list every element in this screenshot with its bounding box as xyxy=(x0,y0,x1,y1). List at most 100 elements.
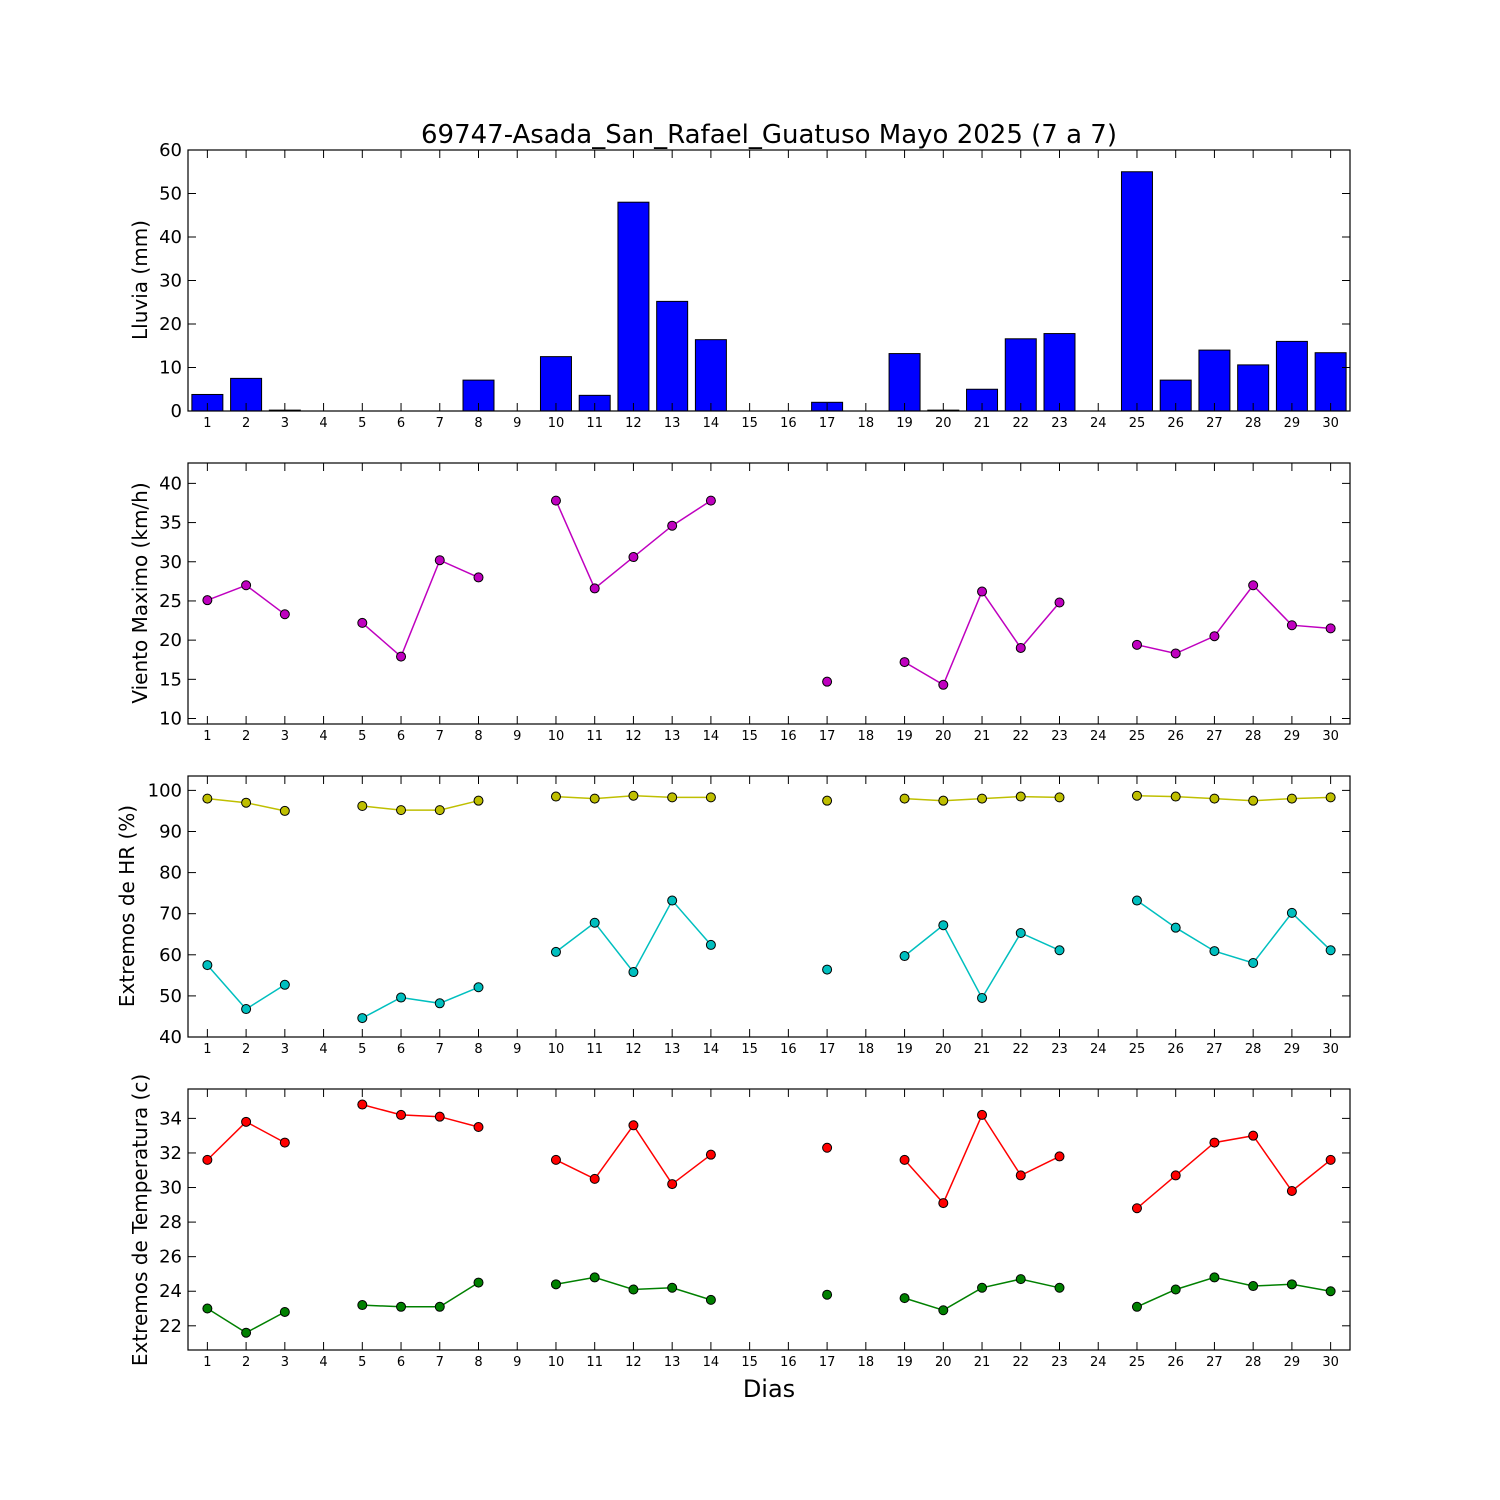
temperature-series-1-point-day-28 xyxy=(1248,1281,1259,1292)
temperature-series-1-point-day-3 xyxy=(279,1306,290,1317)
humidity-xtick-label-23: 23 xyxy=(1051,1042,1068,1057)
temperature-series-0-point-day-22 xyxy=(1015,1170,1026,1181)
temperature-series-0-point-day-7 xyxy=(434,1111,445,1122)
temperature-axes-frame xyxy=(187,1088,1351,1351)
rain-xtick-label-18: 18 xyxy=(858,416,875,431)
humidity-series-1-point-day-3 xyxy=(279,979,290,990)
wind-series-0-point-day-29 xyxy=(1286,620,1297,631)
wind-series-0-point-day-30 xyxy=(1325,623,1336,634)
wind-series-0-point-day-26 xyxy=(1170,648,1181,659)
wind-xtick-label-28: 28 xyxy=(1245,729,1262,744)
temperature-xtick-label-12: 12 xyxy=(625,1355,642,1370)
humidity-series-0-point-day-7 xyxy=(434,805,445,816)
temperature-series-1-point-day-13 xyxy=(667,1282,678,1293)
temperature-series-1-point-day-2 xyxy=(241,1327,252,1338)
humidity-ytick-label-90: 90 xyxy=(159,821,182,842)
wind-series-0-line-1 xyxy=(361,559,479,658)
temperature-series-0-point-day-5 xyxy=(357,1099,368,1110)
humidity-series-1-point-day-20 xyxy=(938,920,949,931)
temperature-xtick-label-15: 15 xyxy=(741,1355,758,1370)
rain-xtick-label-16: 16 xyxy=(780,416,797,431)
temperature-series-0-point-day-27 xyxy=(1209,1137,1220,1148)
temperature-series-1-point-day-10 xyxy=(550,1279,561,1290)
humidity-xtick-label-6: 6 xyxy=(397,1042,405,1057)
rain-bar-day-19 xyxy=(888,353,921,412)
rain-xtick-label-15: 15 xyxy=(741,416,758,431)
rain-bar-day-12 xyxy=(617,201,650,412)
rain-xtick-label-27: 27 xyxy=(1206,416,1223,431)
wind-series-0-point-day-6 xyxy=(396,651,407,662)
humidity-xtick-label-1: 1 xyxy=(203,1042,211,1057)
humidity-ytick-label-70: 70 xyxy=(159,904,182,925)
humidity-xtick-label-19: 19 xyxy=(896,1042,913,1057)
wind-series-0-line-5 xyxy=(1136,584,1331,655)
rain-xtick-label-2: 2 xyxy=(242,416,250,431)
humidity-series-0-point-day-8 xyxy=(473,795,484,806)
temperature-xtick-label-3: 3 xyxy=(281,1355,289,1370)
humidity-series-0-point-day-17 xyxy=(822,795,833,806)
rain-bar-day-30 xyxy=(1314,352,1347,412)
temperature-series-0-line-1 xyxy=(362,1103,479,1128)
wind-xtick-label-22: 22 xyxy=(1012,729,1029,744)
wind-xtick-label-8: 8 xyxy=(474,729,482,744)
wind-xtick-label-17: 17 xyxy=(819,729,836,744)
wind-series-0-point-day-22 xyxy=(1015,642,1026,653)
wind-xtick-label-2: 2 xyxy=(242,729,250,744)
humidity-xtick-label-24: 24 xyxy=(1090,1042,1107,1057)
temperature-xtick-label-19: 19 xyxy=(896,1355,913,1370)
wind-series-0-point-day-23 xyxy=(1054,597,1065,608)
temperature-xtick-label-14: 14 xyxy=(703,1355,720,1370)
humidity-xtick-label-4: 4 xyxy=(319,1042,327,1057)
wind-xtick-label-30: 30 xyxy=(1322,729,1339,744)
rain-xtick-label-14: 14 xyxy=(703,416,720,431)
rain-bar-day-13 xyxy=(656,300,689,412)
wind-series-0-point-day-13 xyxy=(667,520,678,531)
humidity-series-1-point-day-21 xyxy=(977,992,988,1003)
wind-series-0-point-day-19 xyxy=(899,657,910,668)
temperature-series-1-point-day-17 xyxy=(822,1289,833,1300)
humidity-xtick-label-10: 10 xyxy=(548,1042,565,1057)
wind-series-0-point-day-20 xyxy=(938,679,949,690)
rain-xtick-label-25: 25 xyxy=(1129,416,1146,431)
wind-series-0-point-day-2 xyxy=(241,580,252,591)
x-axis-label: Dias xyxy=(743,1375,795,1403)
temperature-xtick-label-24: 24 xyxy=(1090,1355,1107,1370)
humidity-series-0-point-day-29 xyxy=(1286,793,1297,804)
rain-bar-day-25 xyxy=(1120,171,1153,412)
temperature-xtick-label-10: 10 xyxy=(548,1355,565,1370)
humidity-series-1-point-day-26 xyxy=(1170,922,1181,933)
humidity-series-1-point-day-19 xyxy=(899,951,910,962)
wind-xtick-label-20: 20 xyxy=(935,729,952,744)
rain-xtick-label-10: 10 xyxy=(548,416,565,431)
wind-y-axis-label: Viento Maximo (km/h) xyxy=(128,482,152,703)
rain-xtick-label-12: 12 xyxy=(625,416,642,431)
humidity-xtick-label-12: 12 xyxy=(625,1042,642,1057)
temperature-series-1-point-day-5 xyxy=(357,1300,368,1311)
humidity-series-1-point-day-28 xyxy=(1248,958,1259,969)
humidity-series-0-point-day-2 xyxy=(241,797,252,808)
temperature-xtick-label-17: 17 xyxy=(819,1355,836,1370)
rain-bar-day-10 xyxy=(539,356,572,412)
temperature-xtick-label-1: 1 xyxy=(203,1355,211,1370)
rain-bar-day-29 xyxy=(1275,340,1308,412)
temperature-xtick-label-28: 28 xyxy=(1245,1355,1262,1370)
temperature-series-0-point-day-12 xyxy=(628,1120,639,1131)
temperature-series-1-point-day-14 xyxy=(705,1294,716,1305)
humidity-xtick-label-15: 15 xyxy=(741,1042,758,1057)
wind-xtick-label-16: 16 xyxy=(780,729,797,744)
wind-series-0-point-day-21 xyxy=(977,586,988,597)
wind-xtick-label-19: 19 xyxy=(896,729,913,744)
temperature-series-1-point-day-29 xyxy=(1286,1279,1297,1290)
humidity-series-1-point-day-10 xyxy=(550,946,561,957)
temperature-series-0-point-day-17 xyxy=(822,1142,833,1153)
humidity-series-0-line-1 xyxy=(362,799,479,811)
rain-xtick-label-23: 23 xyxy=(1051,416,1068,431)
temperature-series-1-point-day-20 xyxy=(938,1305,949,1316)
temperature-xtick-label-8: 8 xyxy=(474,1355,482,1370)
rain-bar-day-22 xyxy=(1004,338,1037,412)
wind-series-0-point-day-12 xyxy=(628,552,639,563)
